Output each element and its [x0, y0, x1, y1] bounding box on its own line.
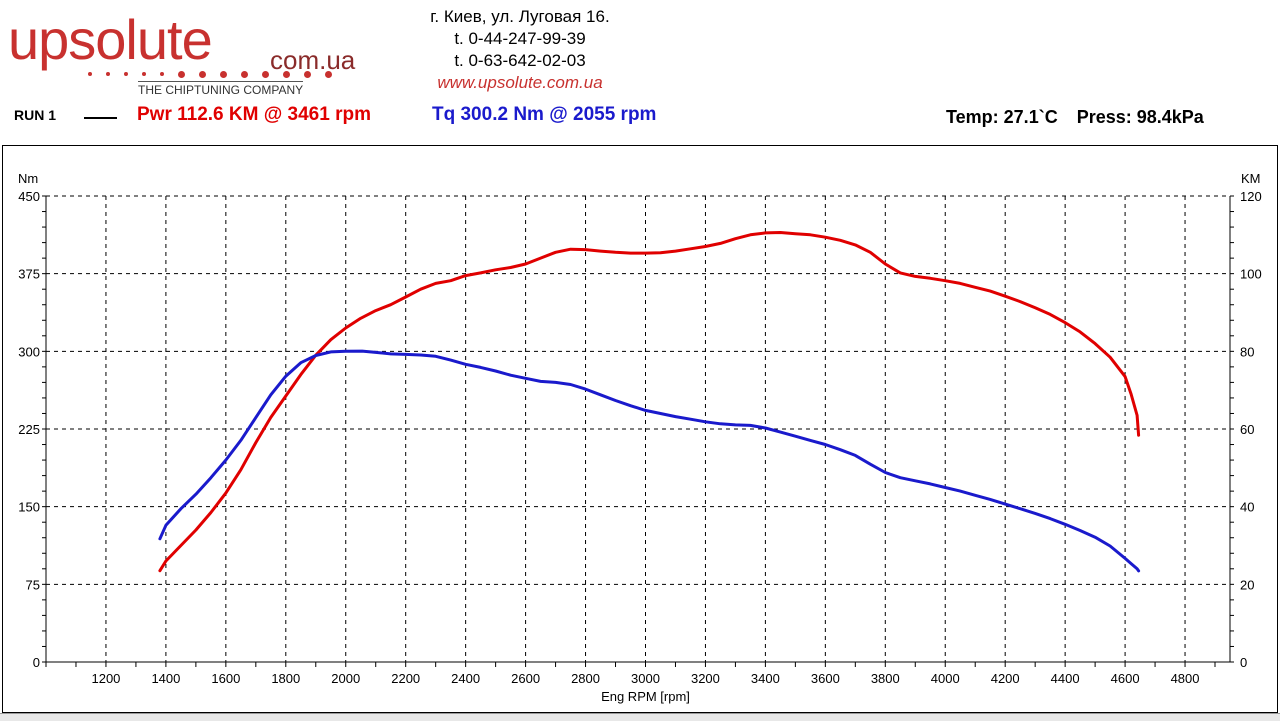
temperature-readout: Temp: 27.1`C: [946, 107, 1058, 127]
power-curve: [158, 231, 1141, 573]
x-tick-label: 4600: [1111, 671, 1140, 686]
logo-dots: [88, 70, 332, 78]
y-left-tick-label: 75: [26, 577, 40, 592]
x-tick-label: 2200: [391, 671, 420, 686]
website-link[interactable]: www.upsolute.com.ua: [437, 73, 603, 92]
y-axis-right-label: KM: [1241, 171, 1261, 186]
environment-readout: Temp: 27.1`C Press: 98.4kPa: [946, 107, 1204, 128]
bottom-scroll-bar[interactable]: [0, 713, 1280, 721]
y-axis-left-label: Nm: [18, 171, 38, 186]
chart-frame: [2, 145, 1278, 713]
y-right-tick-label: 20: [1240, 577, 1254, 592]
logo: upsolute com.ua THE CHIPTUNING COMPANY: [8, 10, 408, 100]
y-left-tick-label: 375: [18, 267, 40, 282]
logo-domain: com.ua: [270, 45, 356, 75]
x-tick-label: 4000: [931, 671, 960, 686]
phone-2: t. 0-63-642-02-03: [454, 51, 586, 70]
x-tick-label: 3000: [631, 671, 660, 686]
y-right-tick-label: 40: [1240, 500, 1254, 515]
pressure-readout: Press: 98.4kPa: [1076, 107, 1204, 127]
torque-curve: [158, 349, 1141, 573]
power-summary: Pwr 112.6 KM @ 3461 rpm: [137, 104, 371, 125]
x-tick-label: 1800: [271, 671, 300, 686]
x-axis-label: Eng RPM [rpm]: [601, 689, 690, 704]
x-tick-label: 4200: [991, 671, 1020, 686]
x-tick-label: 2000: [331, 671, 360, 686]
x-tick-label: 2400: [451, 671, 480, 686]
phone-1: t. 0-44-247-99-39: [454, 29, 586, 48]
y-left-tick-label: 150: [18, 500, 40, 515]
x-tick-label: 3400: [751, 671, 780, 686]
y-left-tick-label: 450: [18, 189, 40, 204]
contact-block: г. Киев, ул. Луговая 16. t. 0-44-247-99-…: [410, 6, 630, 94]
y-left-tick-label: 300: [18, 344, 40, 359]
address: г. Киев, ул. Луговая 16.: [430, 7, 610, 26]
logo-tagline: THE CHIPTUNING COMPANY: [138, 81, 304, 97]
torque-summary: Tq 300.2 Nm @ 2055 rpm: [432, 104, 657, 125]
run-line-swatch: [84, 117, 117, 119]
x-tick-label: 3800: [871, 671, 900, 686]
x-tick-label: 4800: [1171, 671, 1200, 686]
x-tick-label: 1200: [91, 671, 120, 686]
x-tick-label: 2600: [511, 671, 540, 686]
x-tick-label: 3200: [691, 671, 720, 686]
y-right-tick-label: 0: [1240, 655, 1247, 670]
x-tick-label: 1400: [151, 671, 180, 686]
x-tick-label: 4400: [1051, 671, 1080, 686]
x-tick-label: 1600: [211, 671, 240, 686]
logo-wordmark: upsolute: [8, 8, 213, 71]
y-right-tick-label: 100: [1240, 267, 1262, 282]
y-left-tick-label: 0: [33, 655, 40, 670]
run-label: RUN 1: [14, 107, 57, 123]
y-right-tick-label: 120: [1240, 189, 1262, 204]
y-right-tick-label: 80: [1240, 344, 1254, 359]
x-tick-label: 3600: [811, 671, 840, 686]
x-tick-label: 2800: [571, 671, 600, 686]
y-right-tick-label: 60: [1240, 422, 1254, 437]
y-left-tick-label: 225: [18, 422, 40, 437]
